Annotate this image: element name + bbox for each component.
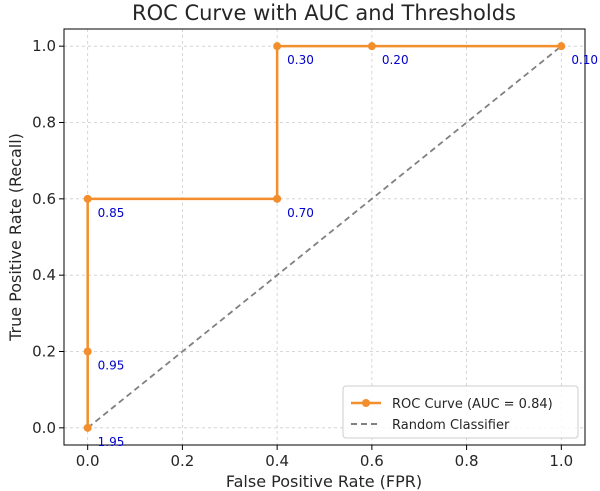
threshold-label: 0.70 xyxy=(287,206,314,220)
legend: ROC Curve (AUC = 0.84) Random Classifier xyxy=(342,385,579,439)
y-tick-label: 0.6 xyxy=(32,190,56,208)
threshold-label: 0.95 xyxy=(98,358,125,372)
y-tick-label: 0.4 xyxy=(32,266,56,284)
x-tick-label: 0.6 xyxy=(360,452,384,470)
y-tick-label: 1.0 xyxy=(32,37,56,55)
roc-point xyxy=(557,42,566,51)
x-tick-label: 0.0 xyxy=(76,452,100,470)
x-axis-ticks: 0.0 0.2 0.4 0.6 0.8 1.0 xyxy=(76,445,573,470)
threshold-labels: 1.95 0.95 0.85 0.70 0.30 0.20 0.10 xyxy=(98,53,598,449)
threshold-label: 0.85 xyxy=(98,206,125,220)
x-tick-label: 0.8 xyxy=(455,452,479,470)
x-axis-label: False Positive Rate (FPR) xyxy=(226,472,422,491)
x-tick-label: 1.0 xyxy=(549,452,573,470)
roc-point xyxy=(83,423,92,432)
chart-title: ROC Curve with AUC and Thresholds xyxy=(132,1,516,25)
legend-box xyxy=(342,385,579,439)
threshold-label: 0.30 xyxy=(287,53,314,67)
random-classifier-line xyxy=(87,45,562,429)
y-tick-label: 0.0 xyxy=(32,419,56,437)
series-layer xyxy=(83,42,566,432)
threshold-label: 1.95 xyxy=(98,435,125,449)
legend-random-label: Random Classifier xyxy=(392,418,510,433)
y-axis-label: True Positive Rate (Recall) xyxy=(6,133,25,342)
y-tick-label: 0.8 xyxy=(32,114,56,132)
roc-point xyxy=(273,194,282,203)
legend-roc-marker xyxy=(362,399,370,407)
x-tick-label: 0.2 xyxy=(170,452,194,470)
roc-point xyxy=(83,194,92,203)
roc-point xyxy=(367,42,376,51)
roc-point xyxy=(273,42,282,51)
roc-point xyxy=(83,347,92,356)
threshold-label: 0.20 xyxy=(382,53,409,67)
y-axis-ticks: 0.0 0.2 0.4 0.6 0.8 1.0 xyxy=(32,37,64,437)
plot-area-frame xyxy=(63,28,586,446)
threshold-label: 0.10 xyxy=(571,53,598,67)
legend-roc-label: ROC Curve (AUC = 0.84) xyxy=(392,397,553,412)
y-tick-label: 0.2 xyxy=(32,342,56,360)
x-tick-label: 0.4 xyxy=(265,452,289,470)
